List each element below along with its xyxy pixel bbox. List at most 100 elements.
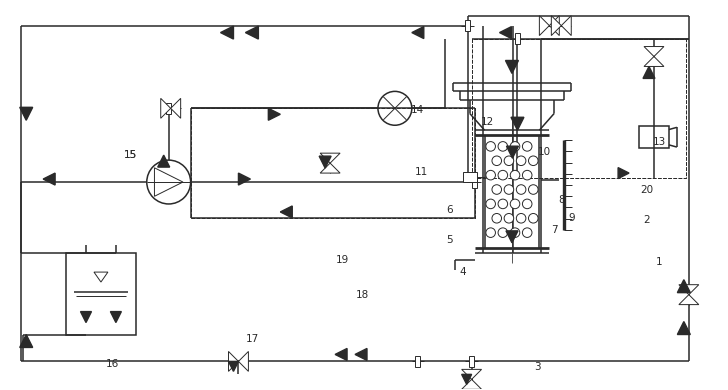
Polygon shape [551,16,561,35]
Polygon shape [499,27,512,39]
Polygon shape [507,146,518,158]
Polygon shape [643,66,655,78]
Text: 12: 12 [481,117,494,127]
Circle shape [516,185,526,194]
Circle shape [510,228,520,238]
Circle shape [492,156,502,165]
Text: 7: 7 [551,225,558,235]
Polygon shape [161,98,170,118]
Text: 16: 16 [106,360,119,369]
Polygon shape [245,26,258,39]
Circle shape [486,228,496,238]
Bar [465,20,470,31]
Circle shape [529,213,538,223]
Bar [639,126,669,148]
Bar [166,103,171,114]
Bar [416,356,420,367]
Text: 2: 2 [644,215,650,225]
Text: 4: 4 [459,267,466,277]
Circle shape [498,228,507,238]
Circle shape [498,142,507,151]
Circle shape [523,170,532,180]
Circle shape [492,213,502,223]
Bar [472,177,477,188]
Text: 11: 11 [415,167,428,177]
Polygon shape [644,57,664,66]
Polygon shape [239,351,248,371]
Text: 15: 15 [124,150,138,160]
Polygon shape [320,163,340,173]
Text: 20: 20 [641,185,654,195]
Polygon shape [462,369,482,379]
Text: 8: 8 [558,195,565,205]
Polygon shape [677,321,690,335]
Polygon shape [539,16,550,35]
Polygon shape [280,206,292,218]
Polygon shape [505,60,518,73]
Polygon shape [550,16,559,35]
Circle shape [505,156,514,165]
Circle shape [510,170,520,180]
Text: 17: 17 [246,335,259,344]
Text: 6: 6 [446,205,453,215]
Circle shape [510,199,520,209]
Circle shape [486,199,496,209]
Circle shape [523,228,532,238]
Bar [472,39,686,178]
Text: 1: 1 [656,257,662,267]
Bar [463,172,477,182]
Circle shape [486,142,496,151]
Polygon shape [561,16,571,35]
Circle shape [505,185,514,194]
Polygon shape [335,348,347,360]
Circle shape [516,213,526,223]
Polygon shape [462,379,482,389]
Polygon shape [170,98,181,118]
Polygon shape [158,155,170,167]
Polygon shape [462,374,472,384]
Polygon shape [679,285,699,294]
Polygon shape [20,335,33,347]
Bar [66,253,136,335]
Polygon shape [320,153,340,163]
Text: 3: 3 [534,362,541,372]
Polygon shape [229,351,239,371]
Circle shape [516,156,526,165]
Circle shape [492,185,502,194]
Polygon shape [511,117,524,130]
Text: 13: 13 [652,137,665,147]
Polygon shape [618,168,629,179]
Polygon shape [644,46,664,57]
Polygon shape [269,108,280,120]
Polygon shape [20,107,33,120]
Text: 18: 18 [355,290,368,300]
Polygon shape [355,348,367,360]
Polygon shape [81,312,92,323]
Text: 14: 14 [411,105,424,115]
Circle shape [510,142,520,151]
Polygon shape [111,312,122,323]
Bar [469,356,474,367]
Circle shape [498,170,507,180]
Polygon shape [412,27,424,39]
Polygon shape [677,280,690,292]
Polygon shape [679,294,699,305]
Polygon shape [229,362,239,371]
Circle shape [498,199,507,209]
Bar [515,33,520,44]
Circle shape [529,185,538,194]
Polygon shape [221,26,234,39]
Circle shape [486,170,496,180]
Circle shape [523,142,532,151]
Circle shape [523,199,532,209]
Text: 5: 5 [446,235,453,245]
Text: 15: 15 [124,150,138,160]
Text: 10: 10 [538,147,551,157]
Polygon shape [239,173,250,185]
Circle shape [529,156,538,165]
Polygon shape [319,156,331,168]
Polygon shape [43,173,55,185]
Text: 19: 19 [336,255,349,265]
Bar [191,108,475,218]
Text: 9: 9 [568,213,574,223]
